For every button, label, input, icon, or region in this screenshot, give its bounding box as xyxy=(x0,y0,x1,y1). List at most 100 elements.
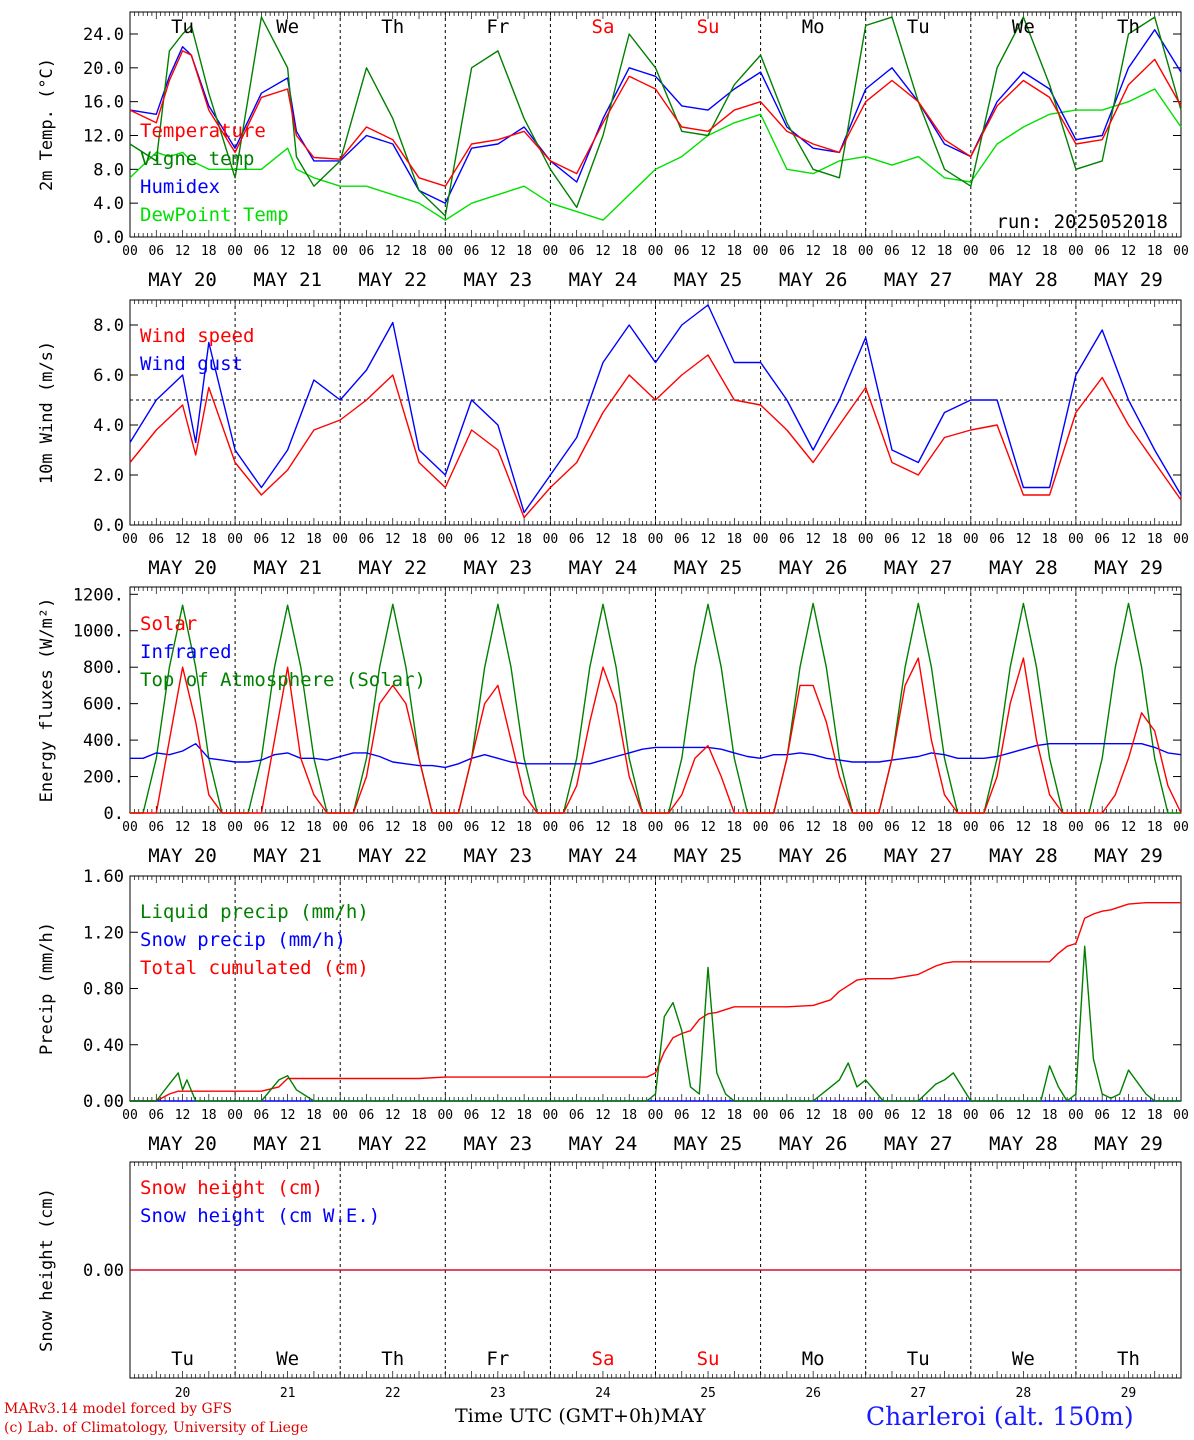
day-number-label: 20 xyxy=(175,1386,191,1401)
hour-tick-label: 00 xyxy=(332,532,348,547)
hour-tick-label: 06 xyxy=(569,532,585,547)
y-tick-label: 1200. xyxy=(73,585,124,605)
hour-tick-label: 12 xyxy=(490,532,506,547)
hour-tick-label: 18 xyxy=(411,1108,427,1123)
date-label: MAY 25 xyxy=(674,557,743,579)
y-tick-label: 2.0 xyxy=(93,466,124,486)
hour-tick-label: 12 xyxy=(700,244,716,259)
hour-tick-label: 00 xyxy=(122,820,138,835)
hour-tick-label: 18 xyxy=(411,532,427,547)
hour-tick-label: 00 xyxy=(753,820,769,835)
panel-2: 0.0 2.0 4.0 6.0 8.0 10m Wind (m/s) Wind speed W… xyxy=(37,299,1189,579)
legend-entry: Snow precip (mm/h) xyxy=(140,929,346,951)
weekday-label: Su xyxy=(697,16,720,38)
date-label: MAY 21 xyxy=(253,269,322,291)
hour-tick-label: 06 xyxy=(148,532,164,547)
hour-tick-label: 12 xyxy=(1016,1108,1032,1123)
hour-tick-label: 18 xyxy=(937,820,953,835)
legend-entry: Snow height (cm W.E.) xyxy=(140,1205,380,1227)
series-line-dewpoint-temp xyxy=(129,88,1182,221)
hour-tick-label: 06 xyxy=(464,532,480,547)
date-label: MAY 28 xyxy=(989,1133,1058,1155)
hour-tick-label: 18 xyxy=(1147,1108,1163,1123)
hour-tick-label: 18 xyxy=(621,244,637,259)
hour-tick-label: 06 xyxy=(1094,820,1110,835)
y-axis-label: 10m Wind (m/s) xyxy=(37,341,57,484)
hour-tick-label: 12 xyxy=(805,1108,821,1123)
weekday-label: Fr xyxy=(486,1348,509,1370)
hour-tick-label: 18 xyxy=(306,532,322,547)
legend-entry: Total cumulated (cm) xyxy=(140,957,369,979)
hour-tick-label: 12 xyxy=(910,1108,926,1123)
date-label: MAY 20 xyxy=(148,845,217,867)
legend-entry: DewPoint Temp xyxy=(140,204,289,226)
hour-tick-label: 12 xyxy=(490,820,506,835)
hour-tick-label: 18 xyxy=(621,820,637,835)
date-label: MAY 21 xyxy=(253,845,322,867)
date-label: MAY 24 xyxy=(569,845,638,867)
date-label: MAY 23 xyxy=(464,557,533,579)
x-axis-title: Time UTC (GMT+0h)MAY xyxy=(455,1405,706,1427)
hour-tick-label: 18 xyxy=(726,1108,742,1123)
hour-tick-label: 12 xyxy=(1016,532,1032,547)
hour-tick-label: 06 xyxy=(1094,1108,1110,1123)
panel-1: 0.0 4.0 8.0 12.0 16.0 20.0 24.0 2m Temp. (°C) Te… xyxy=(37,11,1189,291)
y-tick-label: 20.0 xyxy=(83,59,124,79)
hour-tick-label: 18 xyxy=(832,244,848,259)
y-tick-label: 16.0 xyxy=(83,93,124,113)
hour-tick-label: 18 xyxy=(201,820,217,835)
hour-tick-label: 00 xyxy=(122,244,138,259)
hour-tick-label: 12 xyxy=(595,244,611,259)
hour-tick-label: 06 xyxy=(569,1108,585,1123)
date-label: MAY 28 xyxy=(989,557,1058,579)
panel-4: 0.00 0.40 0.80 1.20 1.60 Precip (mm/h) Liquid … xyxy=(37,867,1189,1155)
hour-tick-label: 00 xyxy=(648,1108,664,1123)
hour-tick-label: 06 xyxy=(464,244,480,259)
day-number-label: 21 xyxy=(280,1386,296,1401)
hour-tick-label: 18 xyxy=(201,1108,217,1123)
weekday-label: We xyxy=(276,16,299,38)
y-axis-label: 2m Temp. (°C) xyxy=(37,58,57,191)
hour-tick-label: 12 xyxy=(490,244,506,259)
hour-tick-label: 12 xyxy=(805,244,821,259)
y-tick-label: 8.0 xyxy=(93,160,124,180)
hour-tick-label: 18 xyxy=(411,820,427,835)
date-label: MAY 22 xyxy=(358,557,427,579)
date-label: MAY 20 xyxy=(148,269,217,291)
hour-tick-label: 00 xyxy=(753,244,769,259)
hour-tick-label: 18 xyxy=(937,532,953,547)
hour-tick-label: 12 xyxy=(700,1108,716,1123)
date-label: MAY 22 xyxy=(358,1133,427,1155)
hour-tick-label: 00 xyxy=(227,1108,243,1123)
date-label: MAY 28 xyxy=(989,845,1058,867)
hour-tick-label: 00 xyxy=(963,244,979,259)
weekday-label: Th xyxy=(1117,1348,1140,1370)
hour-tick-label: 06 xyxy=(989,820,1005,835)
hour-tick-label: 00 xyxy=(543,532,559,547)
hour-tick-label: 18 xyxy=(1042,244,1058,259)
hour-tick-label: 12 xyxy=(700,820,716,835)
panel-5: 0.00 Snow height (cm) Snow height (cm) Snow… xyxy=(37,1161,1182,1401)
hour-tick-label: 12 xyxy=(595,532,611,547)
hour-tick-label: 12 xyxy=(1121,532,1137,547)
date-label: MAY 29 xyxy=(1094,269,1163,291)
hour-tick-label: 18 xyxy=(1147,244,1163,259)
day-number-label: 24 xyxy=(595,1386,611,1401)
date-label: MAY 27 xyxy=(884,557,953,579)
hour-tick-label: 00 xyxy=(1173,532,1189,547)
hour-tick-label: 06 xyxy=(464,820,480,835)
legend-entry: Wind speed xyxy=(140,325,254,347)
hour-tick-label: 00 xyxy=(648,820,664,835)
hour-tick-label: 06 xyxy=(884,820,900,835)
hour-tick-label: 06 xyxy=(674,820,690,835)
x-axis-title-text: Time UTC (GMT+0h) xyxy=(455,1405,661,1427)
hour-tick-label: 00 xyxy=(858,820,874,835)
lab-credit: (c) Lab. of Climatology, University of L… xyxy=(4,1420,309,1436)
hour-tick-label: 06 xyxy=(359,820,375,835)
hour-tick-label: 06 xyxy=(674,532,690,547)
y-tick-label: 0.80 xyxy=(83,980,124,1000)
y-tick-label: 400. xyxy=(83,731,124,751)
date-label: MAY 22 xyxy=(358,269,427,291)
hour-tick-label: 12 xyxy=(805,820,821,835)
hour-tick-label: 12 xyxy=(385,1108,401,1123)
